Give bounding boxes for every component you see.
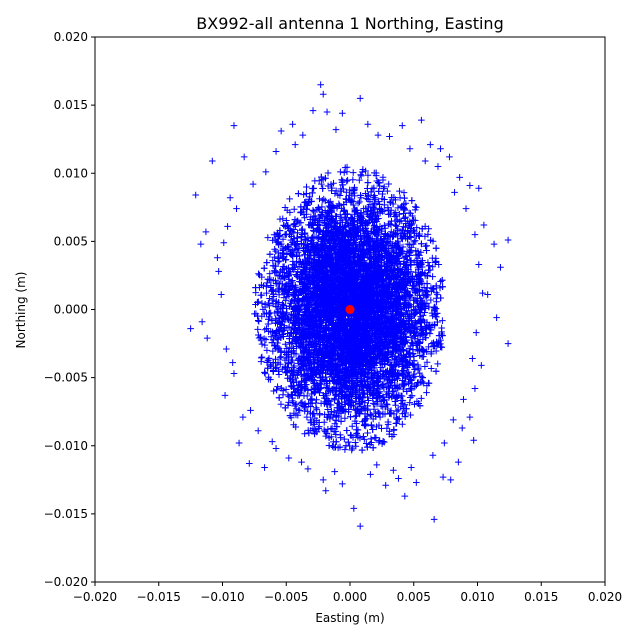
data-point [381,222,388,229]
data-point [297,209,304,217]
data-point [320,195,328,203]
data-point [409,216,417,224]
data-point [439,317,446,324]
data-point [275,291,283,299]
data-point [264,234,272,241]
data-point [393,222,400,230]
data-point [255,318,263,325]
data-point [406,301,414,309]
points-layer [187,81,512,530]
data-point [364,393,371,401]
data-point [282,281,290,289]
data-point [385,180,392,188]
data-point [269,347,277,355]
data-point [351,439,359,446]
data-point [337,168,344,176]
data-point [275,233,283,241]
data-point [318,180,325,188]
data-point [413,224,421,231]
data-point [407,411,414,419]
data-point [435,261,443,268]
data-point [290,205,298,213]
data-point [255,298,262,306]
plot-area [187,81,512,530]
data-point [321,197,329,205]
data-point [301,430,308,438]
data-point [406,399,414,406]
data-point [277,400,285,408]
data-point [282,340,289,348]
data-point [424,259,432,266]
data-point [425,343,432,351]
data-point [297,399,305,407]
data-point [383,400,390,408]
chart-title: BX992-all antenna 1 Northing, Easting [196,14,503,33]
data-point [258,299,266,307]
data-point [352,442,360,450]
data-point [318,196,326,204]
data-point [392,401,399,409]
data-point [423,358,431,366]
data-point [254,317,262,324]
data-point [417,373,425,380]
data-point [263,347,271,354]
data-point [434,360,442,368]
data-point [346,442,353,450]
data-point [326,198,334,205]
data-point [282,386,290,393]
data-point [258,340,266,348]
data-point [431,259,439,266]
data-point [320,426,328,434]
data-point [418,353,426,361]
data-point [296,407,304,414]
data-point [375,438,383,446]
data-point [367,411,375,419]
